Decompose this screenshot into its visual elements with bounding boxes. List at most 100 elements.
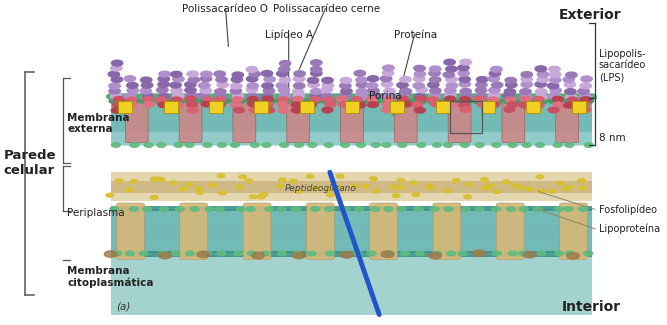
- Circle shape: [252, 252, 265, 259]
- FancyBboxPatch shape: [390, 101, 404, 113]
- Circle shape: [356, 82, 368, 87]
- Circle shape: [200, 76, 211, 82]
- Circle shape: [473, 99, 482, 103]
- Circle shape: [111, 108, 122, 113]
- Circle shape: [372, 189, 380, 193]
- Circle shape: [205, 207, 214, 211]
- Circle shape: [152, 94, 161, 99]
- Circle shape: [446, 83, 458, 88]
- Circle shape: [444, 143, 452, 147]
- Circle shape: [155, 99, 163, 103]
- FancyBboxPatch shape: [209, 101, 223, 113]
- FancyBboxPatch shape: [526, 101, 540, 113]
- Circle shape: [276, 83, 287, 88]
- FancyBboxPatch shape: [560, 203, 588, 260]
- Circle shape: [397, 178, 404, 182]
- Circle shape: [249, 107, 260, 113]
- Circle shape: [111, 94, 121, 99]
- FancyBboxPatch shape: [233, 100, 255, 142]
- Circle shape: [503, 93, 514, 98]
- Circle shape: [475, 207, 484, 211]
- Circle shape: [541, 94, 551, 99]
- Circle shape: [580, 107, 590, 112]
- Circle shape: [158, 76, 169, 82]
- Circle shape: [446, 102, 457, 108]
- Circle shape: [311, 207, 319, 211]
- Circle shape: [478, 99, 488, 103]
- Circle shape: [277, 71, 288, 77]
- Circle shape: [277, 102, 287, 107]
- Circle shape: [277, 184, 284, 188]
- Circle shape: [336, 96, 347, 102]
- Circle shape: [158, 94, 169, 99]
- Circle shape: [150, 177, 158, 181]
- Circle shape: [140, 88, 151, 94]
- Circle shape: [305, 102, 316, 108]
- Circle shape: [341, 143, 350, 147]
- Circle shape: [248, 101, 259, 107]
- Circle shape: [233, 107, 244, 113]
- Circle shape: [428, 82, 439, 88]
- Circle shape: [185, 143, 194, 147]
- Circle shape: [356, 94, 368, 100]
- Circle shape: [397, 92, 408, 98]
- Circle shape: [125, 102, 137, 107]
- Circle shape: [261, 71, 273, 76]
- Circle shape: [167, 94, 177, 99]
- Circle shape: [203, 95, 212, 100]
- Circle shape: [430, 92, 441, 98]
- Bar: [111, 256, 592, 315]
- Circle shape: [414, 65, 426, 71]
- Circle shape: [203, 143, 212, 147]
- Circle shape: [262, 83, 273, 89]
- Circle shape: [115, 179, 123, 183]
- Circle shape: [563, 77, 574, 82]
- Circle shape: [565, 89, 576, 95]
- Circle shape: [382, 70, 394, 76]
- Circle shape: [384, 88, 396, 94]
- Circle shape: [341, 88, 352, 94]
- Circle shape: [334, 185, 342, 189]
- Circle shape: [370, 177, 377, 181]
- Circle shape: [185, 183, 193, 187]
- Circle shape: [564, 102, 574, 108]
- Circle shape: [476, 95, 485, 100]
- Circle shape: [217, 251, 225, 256]
- Circle shape: [523, 252, 536, 258]
- Circle shape: [110, 207, 119, 211]
- Circle shape: [412, 193, 420, 197]
- Circle shape: [312, 186, 319, 190]
- Circle shape: [429, 253, 442, 259]
- Circle shape: [273, 94, 283, 99]
- Circle shape: [446, 66, 457, 72]
- Circle shape: [384, 94, 394, 99]
- Circle shape: [172, 94, 182, 99]
- Circle shape: [460, 107, 471, 112]
- Circle shape: [567, 253, 580, 259]
- Circle shape: [488, 93, 500, 98]
- Circle shape: [309, 94, 318, 99]
- Circle shape: [313, 94, 323, 99]
- Circle shape: [306, 99, 315, 103]
- Circle shape: [200, 88, 211, 94]
- Circle shape: [352, 97, 362, 102]
- Circle shape: [327, 99, 336, 103]
- Bar: [450, 101, 482, 133]
- Circle shape: [548, 93, 560, 99]
- Circle shape: [209, 183, 216, 187]
- Circle shape: [277, 207, 285, 211]
- Circle shape: [160, 99, 169, 103]
- Circle shape: [398, 96, 409, 101]
- Circle shape: [230, 99, 239, 103]
- Circle shape: [521, 72, 532, 77]
- Circle shape: [198, 93, 209, 98]
- Circle shape: [145, 99, 154, 103]
- Circle shape: [460, 94, 470, 99]
- Circle shape: [310, 89, 322, 95]
- Circle shape: [566, 95, 575, 100]
- Circle shape: [175, 207, 184, 211]
- Circle shape: [581, 76, 592, 82]
- Text: Polissacarídeo cerne: Polissacarídeo cerne: [273, 4, 380, 14]
- Circle shape: [570, 99, 578, 103]
- Circle shape: [380, 94, 389, 99]
